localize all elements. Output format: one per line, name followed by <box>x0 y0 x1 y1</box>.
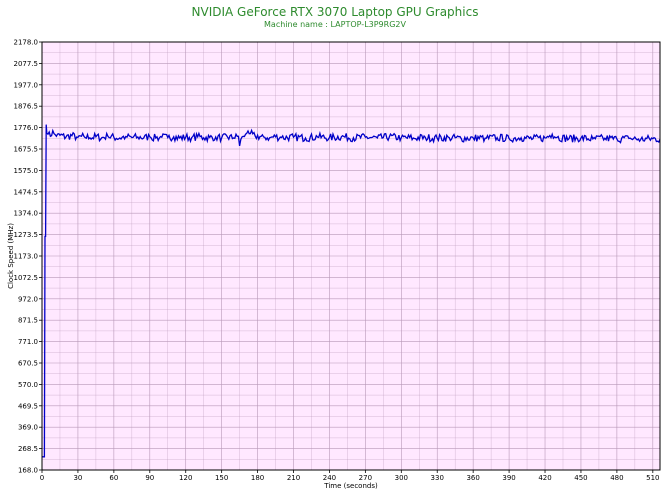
x-tick-label: 420 <box>538 474 551 482</box>
y-tick-label: 1072.5 <box>14 274 39 282</box>
y-tick-label: 871.5 <box>18 317 38 325</box>
grid <box>41 41 660 471</box>
y-tick-label: 469.5 <box>18 402 38 410</box>
y-tick-label: 1675.5 <box>14 146 39 154</box>
x-tick-label: 180 <box>251 474 264 482</box>
y-tick-label: 1977.0 <box>14 81 39 89</box>
y-tick-label: 1374.0 <box>14 210 39 218</box>
x-tick-label: 510 <box>646 474 659 482</box>
chart-title: NVIDIA GeForce RTX 3070 Laptop GPU Graph… <box>191 5 479 19</box>
x-tick-label: 30 <box>73 474 82 482</box>
plot-frame <box>41 41 661 471</box>
y-tick-label: 168.0 <box>18 467 38 475</box>
x-axis-label: Time (seconds) <box>323 482 378 490</box>
x-tick-label: 330 <box>431 474 444 482</box>
x-tick-label: 480 <box>610 474 623 482</box>
y-axis-label: Clock Speed (MHz) <box>7 223 15 289</box>
x-tick-label: 0 <box>40 474 44 482</box>
y-tick-label: 2077.5 <box>14 60 39 68</box>
y-tick-label: 570.0 <box>18 381 38 389</box>
x-tick-label: 90 <box>145 474 154 482</box>
x-tick-label: 240 <box>323 474 336 482</box>
x-tick-label: 390 <box>502 474 515 482</box>
y-tick-label: 771.0 <box>18 338 38 346</box>
y-tick-label: 1876.5 <box>14 103 39 111</box>
x-axis-ticks: 0 30 60 90 120 150 180 210 240 270 300 330 360 390 420… <box>40 470 660 482</box>
x-tick-label: 270 <box>359 474 372 482</box>
y-axis-ticks: 168.0 268.5 369.0 469.5 570.0 670.5 771.0 871.5… <box>14 39 42 475</box>
x-tick-label: 150 <box>215 474 228 482</box>
chart-subtitle: Machine name : LAPTOP-L3P9RG2V <box>264 20 406 29</box>
y-tick-label: 1575.0 <box>14 167 39 175</box>
x-tick-label: 120 <box>179 474 192 482</box>
x-tick-label: 210 <box>287 474 300 482</box>
x-tick-label: 360 <box>466 474 479 482</box>
x-tick-label: 450 <box>574 474 587 482</box>
y-tick-label: 670.5 <box>18 360 38 368</box>
x-tick-label: 60 <box>109 474 118 482</box>
y-tick-label: 369.0 <box>18 424 38 432</box>
y-tick-label: 1273.5 <box>14 231 39 239</box>
x-tick-label: 300 <box>395 474 408 482</box>
y-tick-label: 1173.0 <box>14 253 39 261</box>
y-tick-label: 1474.5 <box>14 188 39 196</box>
y-tick-label: 268.5 <box>18 445 38 453</box>
y-tick-label: 972.0 <box>18 295 38 303</box>
y-tick-label: 2178.0 <box>14 39 39 47</box>
series-line <box>42 124 661 458</box>
y-tick-label: 1776.0 <box>14 124 39 132</box>
